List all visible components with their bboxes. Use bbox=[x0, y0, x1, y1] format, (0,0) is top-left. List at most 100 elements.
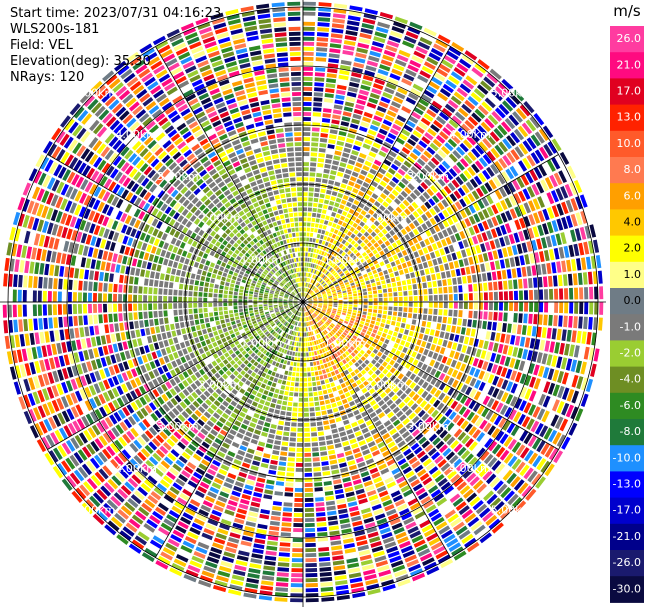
velocity-gate bbox=[506, 422, 516, 434]
velocity-gate bbox=[297, 337, 300, 342]
velocity-gate bbox=[144, 404, 153, 414]
velocity-gate bbox=[171, 330, 177, 337]
velocity-gate bbox=[394, 119, 404, 127]
velocity-gate bbox=[355, 218, 361, 224]
velocity-gate bbox=[448, 168, 458, 178]
velocity-gate bbox=[311, 212, 317, 218]
velocity-gate bbox=[514, 335, 521, 346]
velocity-gate bbox=[314, 87, 324, 92]
velocity-gate bbox=[510, 131, 521, 144]
velocity-gate bbox=[433, 399, 441, 408]
velocity-gate bbox=[346, 91, 357, 98]
velocity-gate bbox=[356, 245, 362, 251]
velocity-gate bbox=[386, 481, 397, 489]
velocity-gate bbox=[452, 497, 464, 508]
velocity-gate bbox=[233, 306, 238, 310]
velocity-gate bbox=[465, 247, 472, 257]
velocity-gate bbox=[369, 336, 374, 342]
velocity-gate bbox=[377, 441, 386, 449]
velocity-gate bbox=[131, 474, 142, 485]
velocity-gate bbox=[414, 510, 426, 520]
velocity-gate bbox=[498, 291, 503, 301]
velocity-gate bbox=[345, 137, 354, 144]
velocity-gate bbox=[396, 316, 402, 322]
velocity-gate bbox=[344, 424, 352, 430]
velocity-gate bbox=[378, 569, 392, 577]
velocity-gate bbox=[281, 319, 285, 323]
velocity-gate bbox=[482, 154, 492, 165]
velocity-gate bbox=[256, 363, 262, 369]
velocity-gate bbox=[360, 186, 367, 193]
velocity-gate bbox=[510, 335, 516, 345]
velocity-gate bbox=[376, 172, 384, 179]
velocity-gate bbox=[325, 312, 330, 316]
velocity-gate bbox=[173, 337, 179, 344]
velocity-gate bbox=[254, 311, 259, 315]
velocity-gate bbox=[121, 449, 132, 460]
velocity-gate bbox=[218, 468, 228, 476]
velocity-gate bbox=[315, 329, 319, 334]
velocity-gate bbox=[512, 346, 519, 357]
velocity-gate bbox=[304, 332, 307, 337]
velocity-gate bbox=[167, 452, 177, 462]
velocity-gate bbox=[556, 218, 564, 231]
velocity-gate bbox=[160, 551, 173, 561]
velocity-gate bbox=[378, 522, 390, 530]
velocity-gate bbox=[166, 438, 176, 447]
velocity-gate bbox=[318, 395, 324, 401]
velocity-gate bbox=[530, 152, 541, 165]
velocity-gate bbox=[547, 382, 556, 395]
velocity-gate bbox=[519, 400, 527, 412]
velocity-gate bbox=[456, 62, 469, 73]
velocity-gate bbox=[496, 270, 502, 280]
velocity-gate bbox=[129, 321, 134, 330]
velocity-gate bbox=[160, 325, 166, 333]
velocity-gate bbox=[293, 302, 298, 304]
velocity-gate bbox=[390, 336, 397, 342]
velocity-gate bbox=[264, 331, 270, 336]
velocity-gate bbox=[221, 412, 229, 420]
velocity-gate bbox=[430, 157, 440, 166]
velocity-gate bbox=[558, 170, 568, 184]
velocity-gate bbox=[314, 72, 325, 77]
velocity-gate bbox=[260, 585, 274, 591]
velocity-gate bbox=[42, 403, 51, 416]
velocity-gate bbox=[415, 144, 425, 153]
velocity-gate bbox=[218, 377, 225, 384]
velocity-gate bbox=[104, 324, 110, 334]
velocity-gate bbox=[444, 246, 450, 254]
velocity-gate bbox=[333, 155, 341, 161]
velocity-gate bbox=[427, 406, 436, 415]
velocity-gate bbox=[368, 346, 374, 352]
velocity-gate bbox=[241, 321, 247, 326]
velocity-gate bbox=[262, 570, 275, 576]
velocity-gate bbox=[475, 503, 488, 515]
velocity-gate bbox=[378, 463, 387, 471]
velocity-gate bbox=[355, 535, 367, 542]
velocity-gate bbox=[198, 348, 205, 355]
velocity-gate bbox=[420, 255, 427, 262]
velocity-gate bbox=[543, 249, 550, 262]
velocity-gate bbox=[395, 276, 401, 282]
velocity-gate bbox=[273, 377, 279, 383]
velocity-gate bbox=[260, 334, 266, 339]
velocity-gate bbox=[77, 449, 88, 461]
velocity-gate bbox=[305, 287, 307, 292]
velocity-gate bbox=[351, 382, 358, 388]
velocity-gate bbox=[337, 311, 342, 314]
velocity-gate bbox=[369, 168, 377, 175]
velocity-gate bbox=[491, 271, 497, 281]
velocity-gate bbox=[359, 423, 367, 430]
velocity-gate bbox=[359, 320, 365, 325]
velocity-gate bbox=[290, 330, 294, 335]
velocity-gate bbox=[360, 356, 366, 362]
velocity-gate bbox=[37, 389, 45, 403]
velocity-gate bbox=[450, 234, 457, 243]
velocity-gate bbox=[348, 296, 353, 300]
velocity-gate bbox=[541, 263, 547, 275]
velocity-gate bbox=[411, 201, 419, 210]
velocity-gate bbox=[220, 392, 227, 399]
velocity-gate bbox=[477, 59, 490, 70]
velocity-gate bbox=[536, 238, 543, 250]
velocity-gate bbox=[247, 448, 255, 455]
